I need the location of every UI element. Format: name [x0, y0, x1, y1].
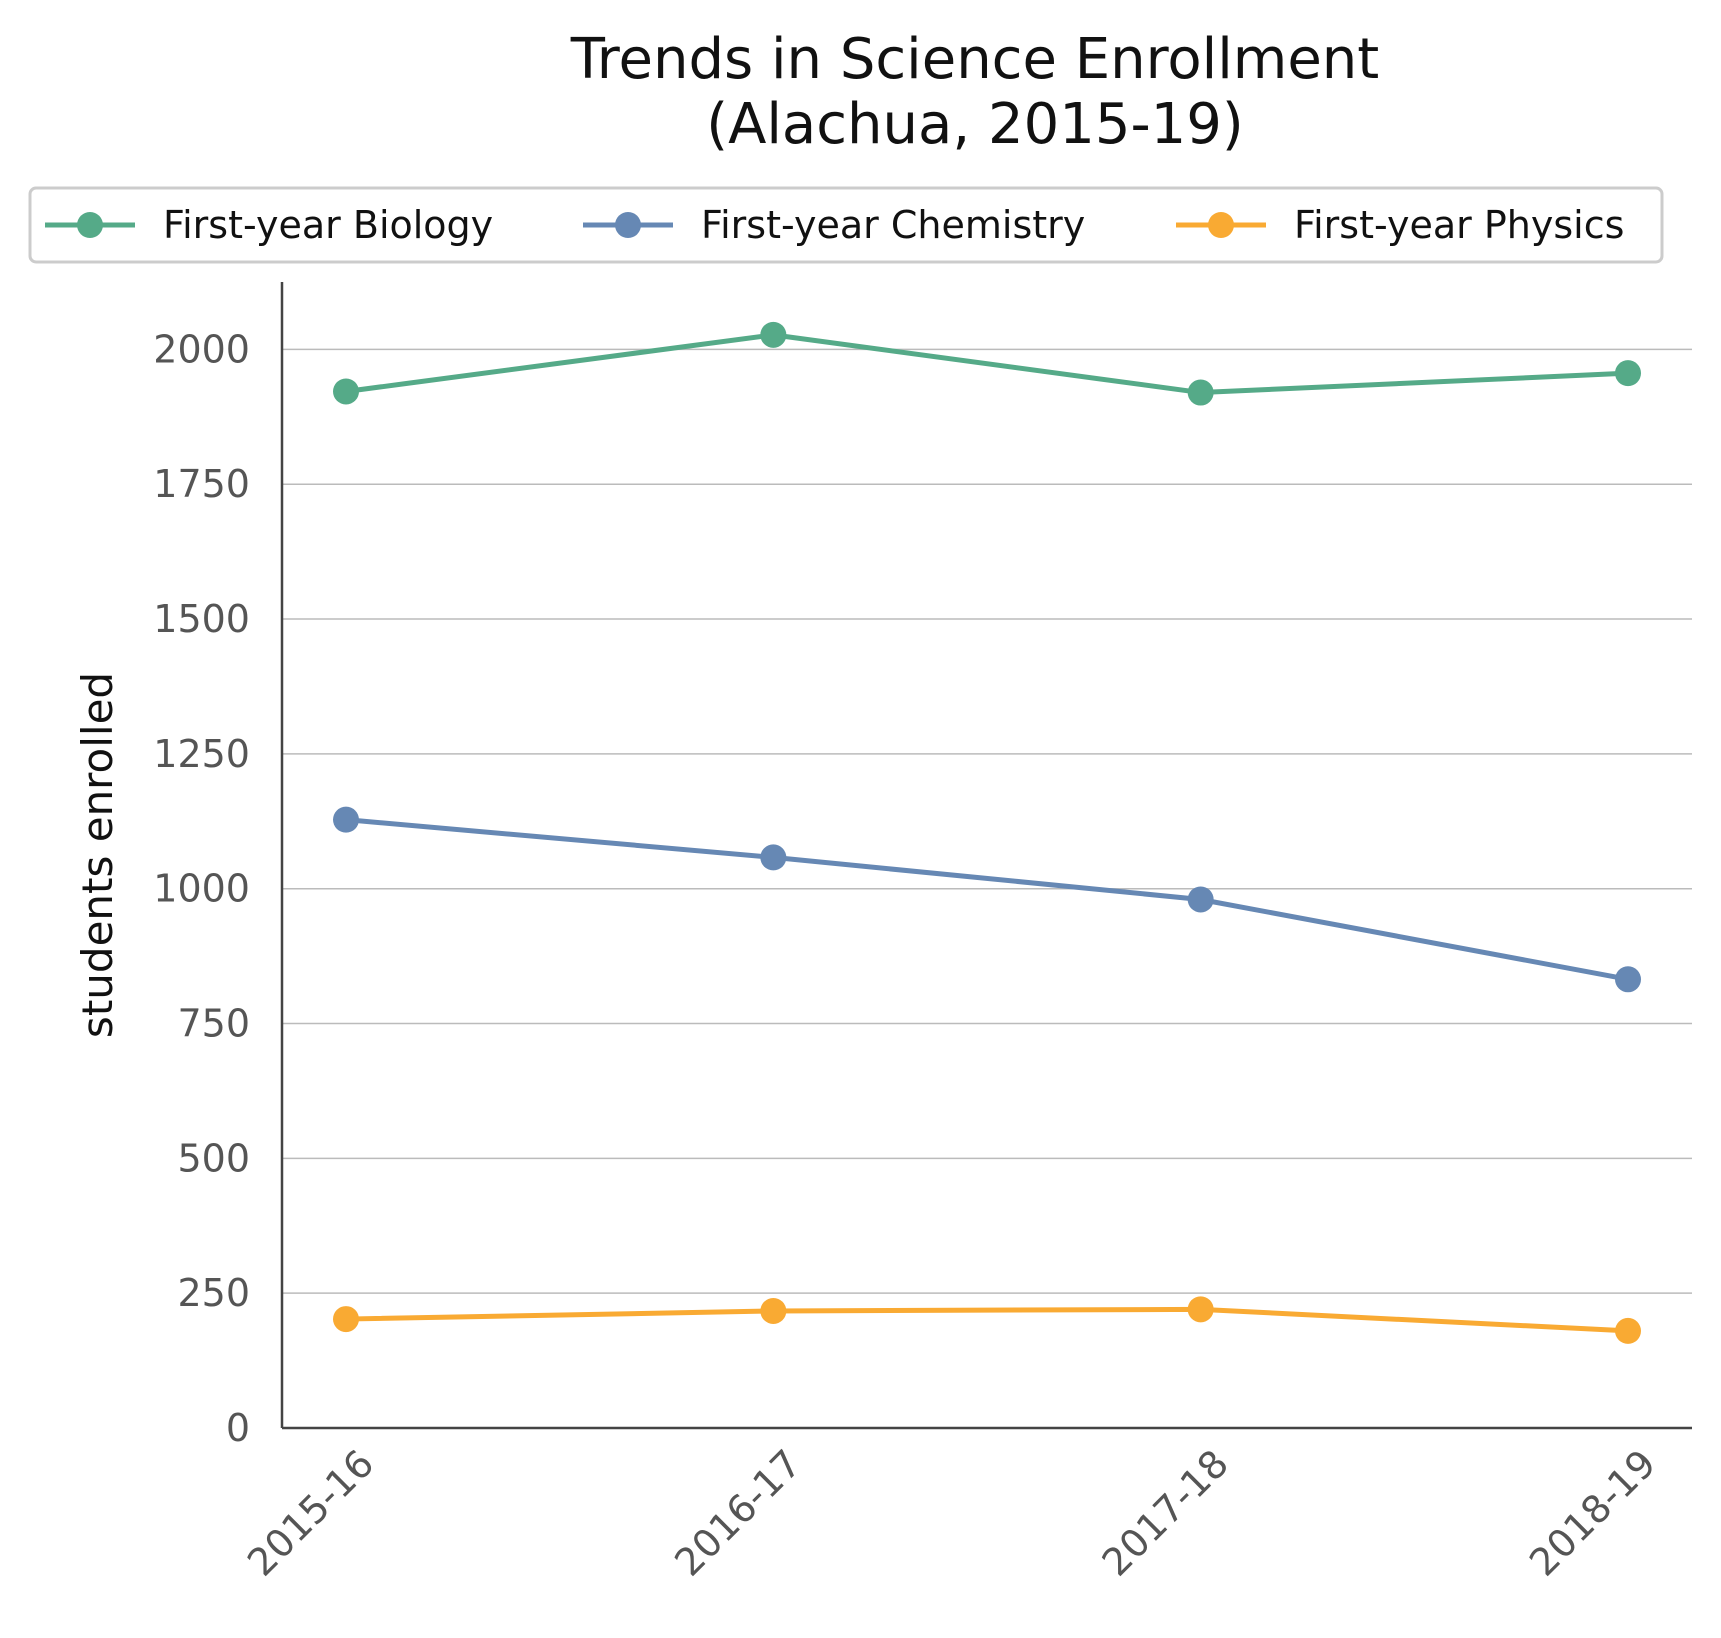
x-tick-label-2016-17: 2016-17: [666, 1441, 809, 1584]
series-first-year-biology: [333, 321, 1641, 406]
data-point-2017-18: [1187, 886, 1214, 913]
data-point-2018-19: [1615, 1317, 1641, 1344]
y-tick-label-0: 0: [226, 1406, 250, 1450]
y-tick-label-1500: 1500: [153, 597, 250, 641]
y-tick-label-500: 500: [177, 1136, 250, 1180]
legend-marker-swatch: [1208, 212, 1234, 238]
data-point-2018-19: [1615, 966, 1641, 993]
legend-item-first-year-physics: First-year Physics: [1176, 203, 1624, 247]
x-tick-label-2018-19: 2018-19: [1521, 1441, 1664, 1584]
legend-marker-swatch: [77, 212, 103, 238]
chart-title-line-1: Trends in Science Enrollment: [570, 27, 1379, 92]
axes-layer: [280, 282, 1692, 1430]
legend-label: First-year Chemistry: [701, 203, 1085, 247]
y-tick-label-1250: 1250: [153, 732, 250, 776]
data-point-2016-17: [760, 321, 787, 348]
data-point-2017-18: [1187, 379, 1214, 406]
chart-title-line-2: (Alachua, 2015-19): [706, 92, 1244, 157]
data-point-2018-19: [1615, 360, 1641, 387]
series-line: [345, 1306, 1629, 1334]
legend-item-first-year-chemistry: First-year Chemistry: [583, 203, 1085, 247]
data-point-2017-18: [1187, 1296, 1214, 1323]
series-layer: [333, 321, 1641, 1344]
series-line: [345, 332, 1629, 396]
legend-frame: [28, 186, 1664, 264]
x-tick-label-2017-18: 2017-18: [1094, 1441, 1237, 1584]
data-point-2016-17: [760, 844, 787, 871]
y-axis-label: students enrolled: [73, 672, 122, 1038]
y-tick-label-250: 250: [177, 1271, 250, 1315]
legend: First-year Biology First-year Chemistry Fi…: [28, 186, 1664, 264]
legend-items: First-year Biology First-year Chemistry Fi…: [45, 203, 1624, 247]
series-line: [345, 817, 1629, 982]
x-tick-label-2015-16: 2015-16: [239, 1441, 382, 1584]
series-first-year-chemistry: [333, 806, 1641, 993]
legend-marker-swatch: [615, 212, 641, 238]
x-tick-labels: 2015-16 2016-17 2017-18 2018-19: [239, 1441, 1664, 1584]
data-point-2016-17: [760, 1297, 787, 1324]
grid-layer: [282, 348, 1692, 1294]
y-tick-label-2000: 2000: [153, 327, 250, 371]
y-tick-label-750: 750: [177, 1002, 250, 1046]
y-tick-labels: 0 250 500 750 1000 1250 1500 1750 2000: [153, 327, 250, 1450]
y-tick-label-1000: 1000: [153, 867, 250, 911]
data-point-2015-16: [333, 378, 359, 405]
series-first-year-physics: [333, 1296, 1641, 1344]
data-point-2015-16: [333, 1306, 359, 1333]
legend-label: First-year Biology: [163, 203, 493, 247]
y-tick-label-1750: 1750: [153, 462, 250, 506]
data-point-2015-16: [333, 806, 359, 833]
legend-label: First-year Physics: [1294, 203, 1624, 247]
legend-item-first-year-biology: First-year Biology: [45, 203, 493, 247]
